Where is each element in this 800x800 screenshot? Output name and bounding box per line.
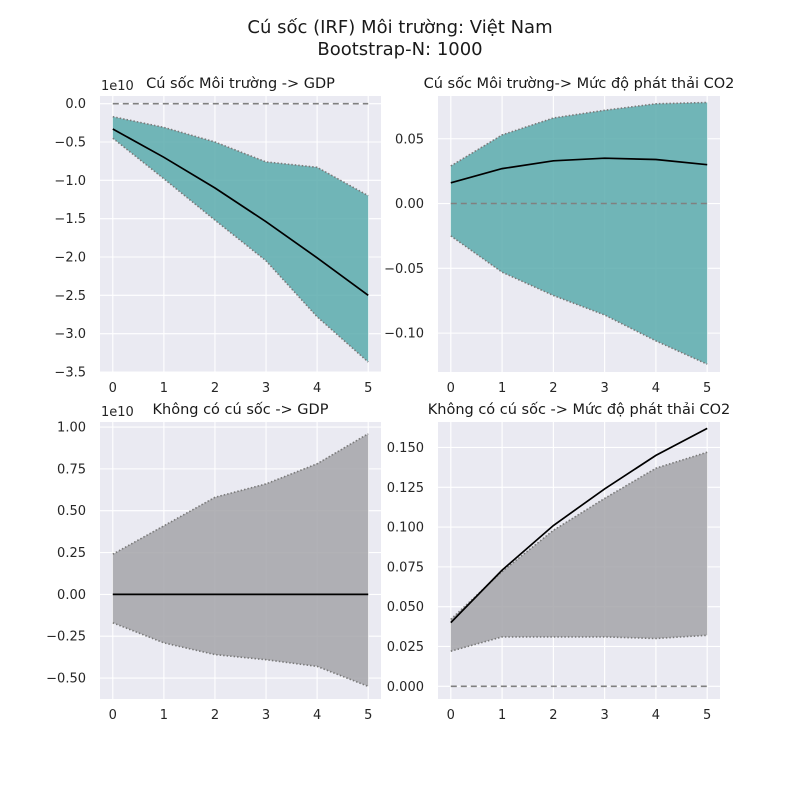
panel-1: 0 1 2 3 4 5 0.0 −0.5 −1.0 −1.5 −2.0 −2.5 −3.0 −3.5 1e1… [54, 75, 381, 396]
y-tick-label: −3.5 [54, 366, 86, 381]
y-tick-label: −2.0 [54, 251, 86, 266]
x-tick-label: 0 [109, 708, 117, 723]
y-tick-label: −0.10 [384, 327, 424, 342]
y-tick-label: −0.5 [54, 136, 86, 151]
y-tick-label: −1.5 [54, 212, 86, 227]
y-tick-label: −0.25 [46, 630, 86, 645]
figure-subtitle: Bootstrap-N: 1000 [317, 39, 483, 60]
x-tick-label: 0 [447, 708, 455, 723]
upper-bound-line [112, 115, 369, 197]
panel-title: Cú sốc Môi trường -> GDP [146, 75, 335, 92]
y-tick-label: 0.050 [387, 600, 424, 615]
x-tick-label: 3 [600, 708, 608, 723]
panel-title: Không có cú sốc -> GDP [153, 401, 329, 418]
y-tick-label: 0.025 [387, 640, 424, 655]
x-tick-label: 3 [600, 381, 608, 396]
x-tick-label: 1 [498, 708, 506, 723]
x-tick-label: 4 [313, 381, 321, 396]
y-tick-label: −0.05 [384, 262, 424, 277]
y-tick-label: 0.75 [57, 462, 86, 477]
x-tick-label: 2 [549, 381, 557, 396]
confidence-band [112, 116, 369, 362]
x-tick-label: 5 [703, 381, 711, 396]
x-tick-label: 1 [160, 381, 168, 396]
x-tick-label: 3 [262, 708, 270, 723]
x-tick-label: 4 [313, 708, 321, 723]
upper-bound-line [450, 101, 708, 167]
panel-title: Cú sốc Môi trường-> Mức độ phát thải CO2 [424, 75, 735, 92]
x-tick-label: 2 [211, 708, 219, 723]
confidence-band [112, 433, 369, 687]
y-tick-label: −0.50 [46, 672, 86, 687]
x-tick-label: 3 [262, 381, 270, 396]
x-tick-label: 4 [652, 708, 660, 723]
irf-line [450, 157, 708, 184]
x-tick-label: 1 [160, 708, 168, 723]
y-tick-label: −2.5 [54, 289, 86, 304]
y-tick-label: 0.00 [395, 197, 424, 212]
panel-4: 0 1 2 3 4 5 0.150 0.125 0.100 0.075 0.050 0.025 0.00… [387, 401, 730, 723]
y-tick-label: −3.0 [54, 327, 86, 342]
x-tick-label: 1 [498, 381, 506, 396]
confidence-band [450, 102, 708, 365]
irf-line [112, 128, 369, 296]
y-tick-label: 0.100 [387, 521, 424, 536]
lower-bound-line [450, 634, 708, 652]
lower-bound-line [112, 622, 369, 688]
x-tick-label: 5 [703, 708, 711, 723]
scale-offset-label: 1e10 [101, 405, 134, 420]
y-tick-label: 0.25 [57, 546, 86, 561]
y-tick-label: 0.125 [387, 481, 424, 496]
figure-title: Cú sốc (IRF) Môi trường: Việt Nam [247, 17, 553, 38]
scale-offset-label: 1e10 [101, 79, 134, 94]
x-tick-label: 2 [549, 708, 557, 723]
panel-title: Không có cú sốc -> Mức độ phát thải CO2 [428, 401, 731, 418]
y-tick-label: 0.150 [387, 441, 424, 456]
y-tick-label: 0.000 [387, 680, 424, 695]
x-tick-label: 4 [652, 381, 660, 396]
x-tick-label: 0 [109, 381, 117, 396]
y-tick-label: 0.50 [57, 504, 86, 519]
x-tick-label: 0 [447, 381, 455, 396]
y-tick-label: 0.0 [65, 97, 86, 112]
x-tick-label: 5 [364, 708, 372, 723]
x-tick-label: 2 [211, 381, 219, 396]
y-tick-label: 0.00 [57, 588, 86, 603]
y-tick-label: 0.075 [387, 560, 424, 575]
y-tick-label: 1.00 [57, 421, 86, 436]
panel-3: 0 1 2 3 4 5 1.00 0.75 0.50 0.25 0.00 −0.25 −0.50 1e10… [46, 401, 381, 723]
panel-2: 0 1 2 3 4 5 0.05 0.00 −0.05 −0.10 Cú sốc Môi trườn… [384, 75, 734, 396]
y-tick-label: 0.05 [395, 132, 424, 147]
y-tick-label: −1.0 [54, 174, 86, 189]
confidence-band [450, 452, 708, 652]
x-tick-label: 5 [364, 381, 372, 396]
irf-line [450, 427, 708, 624]
